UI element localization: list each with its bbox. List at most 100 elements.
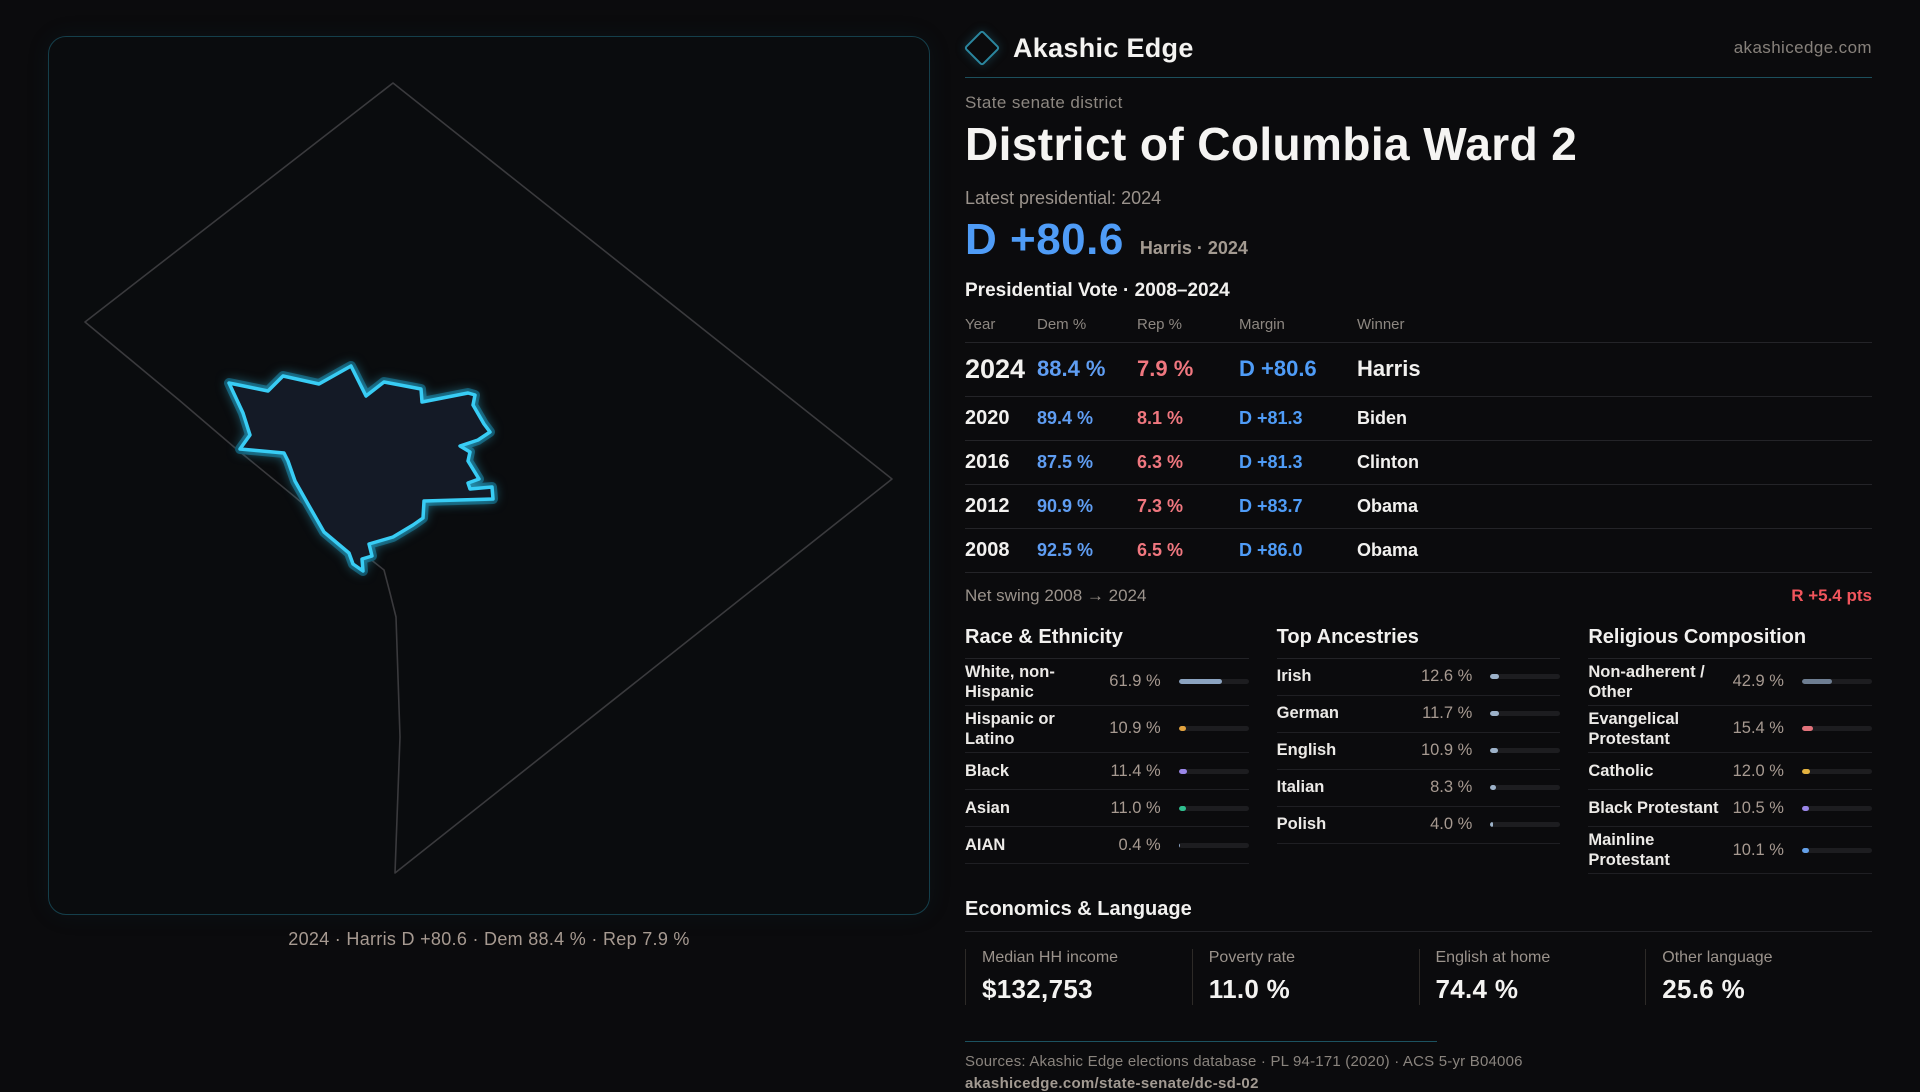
header-divider (965, 77, 1872, 78)
stat-bar (1178, 679, 1249, 685)
district-shape[interactable] (227, 364, 495, 573)
row-year: 2008 (965, 538, 1010, 561)
stat-row: Evangelical Protestant 15.4 % (1588, 706, 1872, 754)
row-margin: D +81.3 (1239, 407, 1303, 428)
stat-bar (1178, 768, 1249, 774)
stat-label: Median HH income (982, 949, 1119, 967)
stat-bar (1801, 726, 1872, 732)
row-year: 2024 (965, 353, 1026, 384)
diamond-logo-icon (963, 29, 1001, 67)
row-rep: 6.5 % (1137, 539, 1184, 560)
stat-value: 11.0 % (1208, 974, 1291, 1005)
row-margin: D +86.0 (1239, 539, 1303, 560)
row-rep: 6.3 % (1137, 451, 1184, 472)
stat-label: Catholic (1588, 761, 1654, 780)
stat-value: 4.0 % (1430, 815, 1473, 834)
stat-row: German 11.7 % (1276, 696, 1561, 733)
stat-row: Mainline Protestant 10.1 % (1588, 827, 1872, 875)
row-year: 2016 (965, 450, 1010, 473)
stat-row: English 10.9 % (1276, 733, 1561, 770)
vote-table-title: Presidential Vote · 2008–2024 (965, 279, 1230, 301)
stat-value: 10.9 % (1420, 741, 1473, 760)
row-winner: Obama (1357, 539, 1419, 560)
permalink[interactable]: akashicedge.com/state-senate/dc-sd-02 (965, 1075, 1259, 1092)
table-row: 2016 87.5 % 6.3 % D +81.3 Clinton (965, 441, 1872, 485)
row-winner: Obama (1357, 495, 1419, 516)
state-outline (84, 82, 893, 874)
row-margin: D +81.3 (1239, 451, 1303, 472)
district-map-panel (48, 36, 930, 915)
stat-label: Hispanic or Latino (965, 709, 1055, 748)
stat-label: Black Protestant (1588, 798, 1719, 817)
stat-value: 8.3 % (1430, 778, 1473, 797)
stat-label: AIAN (965, 835, 1006, 854)
stat-label: Black (965, 761, 1010, 780)
section-title: Race & Ethnicity (965, 626, 1249, 659)
section-title: Religious Composition (1588, 626, 1872, 659)
brand-name: Akashic Edge (1013, 32, 1194, 63)
stat-value: 42.9 % (1732, 672, 1784, 691)
stat-label: Other language (1662, 949, 1773, 967)
stat-value: 0.4 % (1118, 835, 1161, 854)
col-winner: Winner (1357, 315, 1405, 333)
table-row: 2008 92.5 % 6.5 % D +86.0 Obama (965, 529, 1872, 573)
stat-label: Polish (1276, 815, 1327, 834)
col-dem: Dem % (1037, 315, 1087, 333)
stat-value: 15.4 % (1732, 719, 1784, 738)
district-map-section: 2024 · Harris D +80.6 · Dem 88.4 % · Rep… (48, 36, 930, 950)
stat-value: 10.5 % (1732, 798, 1784, 817)
stat-bar (1490, 785, 1561, 791)
stat-label: White, non-Hispanic (965, 662, 1055, 701)
stat-bar (1178, 726, 1249, 732)
footer-divider (965, 1041, 1437, 1043)
report-panel: Akashic Edge akashicedge.com State senat… (963, 28, 1872, 1092)
net-swing-value: R +5.4 pts (1791, 585, 1872, 605)
stat-label: German (1276, 704, 1340, 723)
stat-row: Polish 4.0 % (1276, 807, 1561, 844)
stat-row: Irish 12.6 % (1276, 659, 1561, 696)
stat-bar (1801, 679, 1872, 685)
stat-row: White, non-Hispanic 61.9 % (965, 659, 1249, 706)
stat-value: $132,753 (982, 974, 1093, 1005)
row-winner: Harris (1357, 356, 1421, 382)
table-row: 2020 89.4 % 8.1 % D +81.3 Biden (965, 397, 1872, 441)
latest-presidential-label: Latest presidential: 2024 (965, 187, 1162, 208)
stat-label: Italian (1276, 778, 1325, 797)
vote-table-header: Year Dem % Rep % Margin Winner (965, 310, 1872, 343)
brand-site-link[interactable]: akashicedge.com (1733, 38, 1872, 57)
row-dem: 92.5 % (1037, 539, 1094, 560)
stat-block: Poverty rate 11.0 % (1191, 949, 1419, 1006)
row-year: 2012 (965, 494, 1010, 517)
brand-header: Akashic Edge akashicedge.com (963, 28, 1872, 68)
stat-value: 12.0 % (1732, 761, 1784, 780)
stat-bar (1178, 842, 1249, 848)
row-rep: 7.3 % (1137, 495, 1184, 516)
row-dem: 88.4 % (1037, 356, 1106, 382)
stat-bar (1490, 822, 1561, 828)
stat-value: 61.9 % (1109, 672, 1161, 691)
headline-margin-sub: Harris · 2024 (1139, 237, 1248, 258)
stat-bar (1801, 805, 1872, 811)
stat-row: AIAN 0.4 % (965, 827, 1249, 865)
sources-text: Sources: Akashic Edge elections database… (965, 1053, 1523, 1071)
economics-stats: Median HH income $132,753 Poverty rate 1… (965, 949, 1872, 1006)
stat-row: Catholic 12.0 % (1588, 753, 1872, 791)
economics-title: Economics & Language (965, 898, 1872, 933)
stat-value: 25.6 % (1662, 974, 1745, 1005)
stat-label: Asian (965, 798, 1010, 817)
headline-margin-value: D +80.6 (965, 214, 1124, 264)
net-swing-label: Net swing 2008 → 2024 (965, 585, 1147, 605)
stat-row: Non-adherent / Other 42.9 % (1588, 659, 1872, 706)
row-rep: 8.1 % (1137, 407, 1184, 428)
stat-row: Italian 8.3 % (1276, 770, 1561, 807)
row-dem: 90.9 % (1037, 495, 1094, 516)
row-rep: 7.9 % (1137, 356, 1194, 382)
stat-row: Black 11.4 % (965, 753, 1249, 791)
row-margin: D +83.7 (1239, 495, 1303, 516)
row-dem: 87.5 % (1037, 451, 1094, 472)
col-year: Year (965, 315, 996, 333)
stat-value: 11.4 % (1110, 761, 1161, 780)
stat-label: Non-adherent / Other (1588, 662, 1705, 701)
stat-bar (1178, 805, 1249, 811)
demographics-grid: Race & Ethnicity White, non-Hispanic 61.… (965, 626, 1872, 875)
